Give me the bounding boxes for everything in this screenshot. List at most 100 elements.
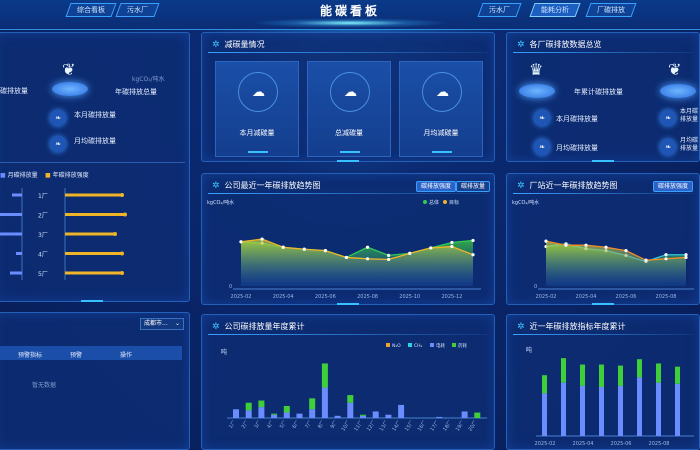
column-header: 操作 [120,352,133,359]
leaf-icon: ❧ [50,110,66,126]
bar-segment [271,414,278,418]
unit-label: kgCO₂/吨水 [132,76,165,83]
avg-label: 月均碳排放量 [74,137,116,145]
city-select[interactable]: 成都市... ⌄ [140,318,184,330]
reduction-card: ☁ 本月减碳量 [215,61,299,157]
pedestal-icon [519,84,555,98]
data-point [684,255,688,260]
data-point [429,246,433,250]
series-line [545,240,687,261]
bar-cap [120,193,124,197]
x-tick-label: 5厂 [279,420,289,430]
legend-label: N₂O [392,343,401,349]
company-annual-chart: 吨 1厂 2厂 3厂 4厂 5厂 6厂 7厂 8厂 9厂 10厂 11厂 12厂 13厂 14厂 15厂 16厂… [221,342,487,433]
nav-tab-energy[interactable]: 能耗分析 [529,3,581,17]
bar-segment [618,385,623,436]
data-point [302,247,306,251]
panel-title: ✲ 各厂碳排放数据总览 [517,39,602,50]
monthly-label: 本月碳排放量 [74,111,116,119]
data-point [664,257,668,261]
x-tick-label: 6厂 [292,420,302,430]
data-point [471,253,475,257]
panel-title: ✲ 公司最近一年碳排放趋势图 [212,180,321,191]
x-tick-label: 10厂 [340,420,351,433]
nav-tab-overview[interactable]: 综合看板 [65,3,117,17]
bar-segment [580,364,585,386]
bar-segment [561,382,566,436]
x-tick-label: 17厂 [429,420,440,433]
legend-label: 年碳排放强度 [52,172,89,179]
divider [0,162,185,163]
x-tick-label: 2025-04 [573,441,594,447]
nav-tab-plant-right[interactable]: 污水厂 [477,3,522,17]
ring: ☁ [238,72,278,112]
x-tick-label: 4厂 [266,420,276,430]
bar-segment [656,363,661,383]
title-text: 近一年碳排放指标年度累计 [529,322,626,331]
column-header: 预警 [70,352,83,359]
x-tick-label: 2025-08 [357,294,378,300]
plant-bar-chart: 1厂 2厂 3厂 4厂 5厂 [0,188,127,280]
x-tick-label: 2025-02 [536,294,557,300]
x-tick-label: 8厂 [317,420,327,430]
bar-segment [283,412,290,418]
bar-segment [580,385,585,436]
bar-segment [599,386,604,436]
bar-segment [372,411,379,418]
x-tick-label: 2025-08 [649,441,670,447]
ring: ☁ [422,72,462,112]
x-tick-label: 2025-06 [611,441,632,447]
title-text: 各厂碳排放数据总览 [529,40,602,49]
x-tick-label: 2025-04 [576,294,597,300]
category-label: 2厂 [38,213,48,220]
company-annual-panel: ✲ 公司碳排放量年度累计 [201,314,495,450]
legend-intensity: ■ 年碳排放强度 [45,170,89,179]
bar-segment [245,410,252,418]
legend-label: 总体 [429,199,439,206]
gear-icon: ✲ [212,321,220,332]
x-tick-label: 7厂 [304,420,314,430]
x-tick-label: 19厂 [455,420,466,433]
x-tick-label: 18厂 [442,420,453,433]
legend-swatch [386,343,390,347]
bar-segment [637,377,642,436]
card-indicator [432,151,452,153]
bar-segment [309,409,316,418]
data-point [323,249,327,253]
bar-segment [334,415,341,418]
plant-trend-chart: kgCO₂/吨水 0 2025-02 2025-04 2025-06 2025-08 [512,199,694,300]
title-underline [513,193,693,194]
left-label: 碳排放量 [0,87,28,95]
intensity-button[interactable]: 碳排放强度 [416,181,457,192]
panel-indicator [592,160,614,162]
nav-tab-carbon[interactable]: 厂碳排放 [585,3,637,17]
series-line [240,238,474,261]
emission-button[interactable]: 碳排放量 [456,181,491,192]
data-point [365,257,370,261]
ring: ☁ [330,72,370,112]
bar-cap [120,251,124,256]
data-point [387,257,391,262]
x-tick-label: 9厂 [330,420,340,430]
data-point [365,245,370,249]
legend-label: 月碳排放量 [7,172,38,179]
intensity-button[interactable]: 碳排放强度 [653,181,694,192]
leaf-icon: ❧ [660,139,676,155]
data-point [604,245,608,249]
left-bottom-panel [0,312,190,450]
nav-tab-plant[interactable]: 污水厂 [115,3,160,17]
bar-cap [113,232,117,236]
gear-icon: ✲ [517,321,525,332]
recent-annual-chart: 吨 2025-02 2025-04 2025-06 2025-08 [526,346,694,447]
x-tick-label: 2025-02 [535,441,556,447]
bar-segment [271,413,278,415]
bar-segment [245,402,252,411]
blue-bar [10,271,22,275]
nav-label: 综合看板 [77,6,105,14]
x-tick-label: 2025-12 [441,294,462,300]
right-monthly-label: 本月碳排放量 [680,108,699,123]
x-tick-label: 3厂 [253,420,263,430]
table-header [0,346,182,360]
card-indicator [248,151,268,153]
page-title: 能碳看板 [319,4,380,18]
